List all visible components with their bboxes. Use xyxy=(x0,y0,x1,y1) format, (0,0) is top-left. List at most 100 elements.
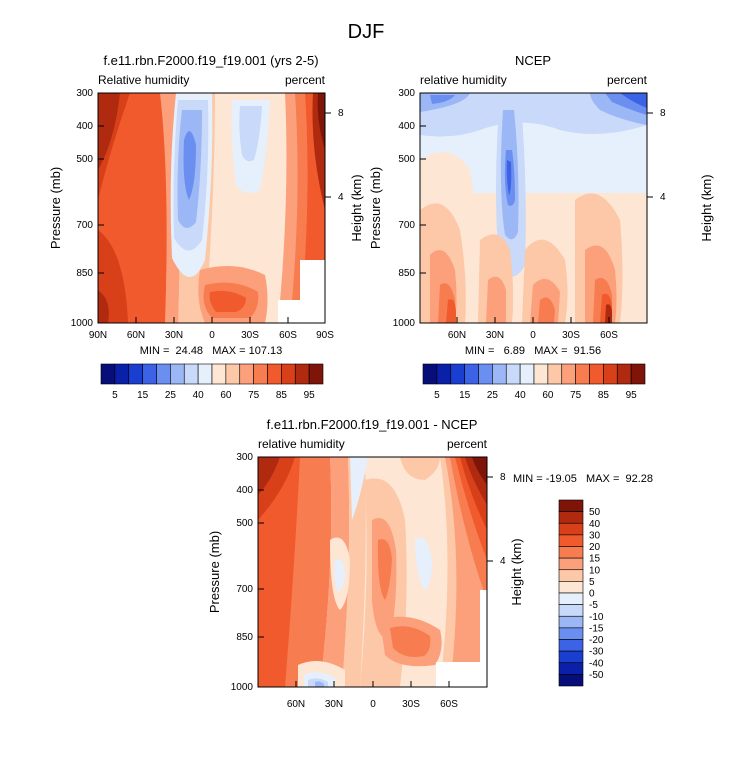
colorbar-swatch xyxy=(558,534,584,547)
colorbar-label: 40 xyxy=(515,390,527,401)
colorbar-swatch xyxy=(561,363,576,385)
colorbar-label: 95 xyxy=(304,390,316,401)
colorbar-swatch xyxy=(505,363,521,385)
colorbar-label: -10 xyxy=(589,612,604,623)
y2-tick-label: 4 xyxy=(500,556,506,567)
y-tick-label: 500 xyxy=(398,154,415,165)
x-tick-label: 30S xyxy=(562,330,580,341)
colorbar-label: -5 xyxy=(589,600,598,611)
colorbar-swatch xyxy=(558,546,584,559)
colorbar-label: 15 xyxy=(459,390,471,401)
panel-model-contours xyxy=(98,93,325,323)
colorbar-label: 85 xyxy=(598,390,610,401)
x-tick-label: 30S xyxy=(402,699,420,710)
panel-diff-contours xyxy=(258,457,487,687)
panel-diff-y2-axis: 8 4 xyxy=(487,472,506,567)
colorbar-swatch xyxy=(558,592,584,605)
y-tick-label: 850 xyxy=(236,632,253,643)
colorbar-swatch xyxy=(253,363,268,385)
colorbar-label: 15 xyxy=(589,554,601,565)
colorbar-label: 60 xyxy=(220,390,232,401)
colorbar-label: -50 xyxy=(589,670,604,681)
x-tick-label: 30N xyxy=(165,330,183,341)
colorbar-swatch xyxy=(128,363,143,385)
panel-model-y2-axis: 8 4 xyxy=(325,108,344,203)
colorbar-label: 60 xyxy=(542,390,554,401)
colorbar-label: 10 xyxy=(589,565,601,576)
y-tick-label: 850 xyxy=(76,268,93,279)
colorbar-swatch xyxy=(170,363,185,385)
y2-tick-label: 4 xyxy=(338,192,344,203)
colorbar-swatch xyxy=(603,363,618,385)
y-tick-label: 700 xyxy=(76,220,93,231)
colorbar-swatch xyxy=(156,363,171,385)
colorbar-swatch xyxy=(558,615,584,629)
x-tick-label: 30S xyxy=(241,330,259,341)
y-tick-label: 1000 xyxy=(71,318,94,329)
panel-diff-right-string: percent xyxy=(447,437,488,451)
y-tick-label: 400 xyxy=(76,121,93,132)
x-tick-label: 0 xyxy=(209,330,215,341)
x-tick-label: 60N xyxy=(127,330,145,341)
colorbar-swatch xyxy=(464,363,479,385)
colorbar-swatch xyxy=(239,363,254,385)
colorbar-swatch xyxy=(558,639,584,652)
panel-diff-title: f.e11.rbn.F2000.f19_f19.001 - NCEP xyxy=(267,417,478,432)
y-tick-label: 500 xyxy=(236,518,253,529)
colorbar-swatch xyxy=(436,363,452,385)
y-tick-label: 850 xyxy=(398,268,415,279)
panel-ncep-ylabel: Pressure (mb) xyxy=(368,167,383,249)
x-tick-label: 30N xyxy=(486,330,504,341)
colorbar-label: 75 xyxy=(570,390,582,401)
colorbar-label: 95 xyxy=(626,390,638,401)
panel-diff-y2label: Height (km) xyxy=(509,538,524,605)
y-tick-label: 500 xyxy=(76,154,93,165)
colorbar-label: 0 xyxy=(589,589,595,600)
colorbar-swatch xyxy=(558,650,584,664)
colorbar-swatch xyxy=(558,581,584,594)
y-tick-label: 1000 xyxy=(393,318,416,329)
x-tick-label: 0 xyxy=(370,699,376,710)
colorbar-swatch xyxy=(575,363,590,385)
colorbar-label: 25 xyxy=(487,390,499,401)
y2-tick-label: 8 xyxy=(338,108,344,119)
panel-model-right-string: percent xyxy=(285,73,326,87)
colorbar-swatch xyxy=(294,363,310,385)
panel-ncep-stats: MIN = 6.89 MAX = 91.56 xyxy=(465,345,601,357)
colorbar-label: 30 xyxy=(589,530,601,541)
y-tick-label: 300 xyxy=(398,88,415,99)
colorbar-label: 20 xyxy=(589,542,601,553)
colorbar-swatch xyxy=(478,363,493,385)
colorbar-label: -20 xyxy=(589,635,604,646)
y2-tick-label: 8 xyxy=(660,108,666,119)
colorbar-swatch xyxy=(630,363,646,385)
panel-ncep-title: NCEP xyxy=(515,53,551,68)
panel-model: f.e11.rbn.F2000.f19_f19.001 (yrs 2-5) Re… xyxy=(48,53,364,401)
colorbar-swatch xyxy=(211,363,227,385)
panel-model-ylabel: Pressure (mb) xyxy=(48,167,63,249)
colorbar-swatch xyxy=(558,627,584,640)
panel-ncep: NCEP relative humidity percent xyxy=(368,53,714,401)
colorbar-label: -15 xyxy=(589,623,604,634)
x-tick-label: 0 xyxy=(530,330,536,341)
colorbar-swatch xyxy=(492,363,507,385)
colorbar-label: 5 xyxy=(112,390,118,401)
colorbar-swatch xyxy=(589,363,604,385)
panel-diff: f.e11.rbn.F2000.f19_f19.001 - NCEP relat… xyxy=(207,417,653,710)
panel-ncep-contours xyxy=(420,93,647,323)
colorbar-swatch xyxy=(225,363,241,385)
x-tick-label: 60N xyxy=(448,330,466,341)
panel-ncep-y2-axis: 8 4 xyxy=(647,108,666,203)
colorbar-swatch xyxy=(519,363,535,385)
x-tick-label: 30N xyxy=(325,699,343,710)
colorbar-label: 25 xyxy=(165,390,177,401)
colorbar-label: 5 xyxy=(434,390,440,401)
y2-tick-label: 4 xyxy=(660,192,666,203)
y-tick-label: 700 xyxy=(398,220,415,231)
panel-model-y2label: Height (km) xyxy=(349,174,364,241)
colorbar-swatch xyxy=(450,363,465,385)
colorbar-label: 40 xyxy=(589,519,601,530)
colorbar-swatch xyxy=(558,522,584,536)
